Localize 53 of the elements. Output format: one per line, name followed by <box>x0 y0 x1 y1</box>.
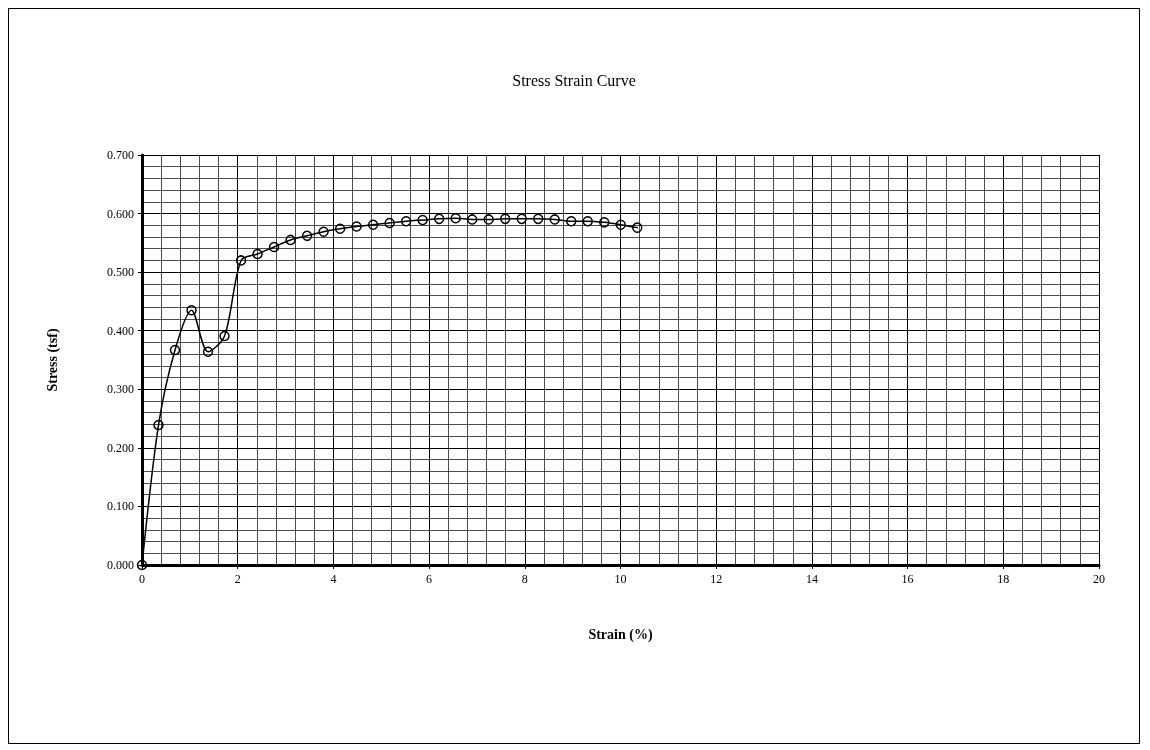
y-axis-title: Stress (tsf) <box>44 328 61 392</box>
x-tick-label: 10 <box>614 572 627 586</box>
y-tick-label: 0.600 <box>107 206 134 221</box>
point <box>582 215 593 227</box>
point <box>186 304 197 316</box>
point <box>153 419 164 431</box>
point <box>499 213 511 225</box>
x-tick-label: 18 <box>997 572 1010 586</box>
point <box>169 344 181 356</box>
point <box>219 330 230 342</box>
point <box>565 215 577 227</box>
point <box>549 214 560 225</box>
y-tick-label: 0.300 <box>107 382 134 397</box>
y-tick-label: 0.500 <box>107 265 134 280</box>
x-axis-title: Strain (%) <box>588 626 653 643</box>
y-tick-label: 0.000 <box>107 558 134 572</box>
x-tick-label: 6 <box>426 572 433 586</box>
x-tick-label: 20 <box>1093 572 1105 586</box>
point <box>334 223 346 235</box>
point <box>532 213 544 225</box>
point <box>598 217 610 228</box>
point <box>202 346 214 358</box>
point <box>417 214 428 226</box>
point <box>367 219 379 230</box>
y-tick-label: 0.400 <box>107 323 134 338</box>
x-tick-label: 16 <box>901 572 914 586</box>
x-tick-label: 12 <box>710 572 723 586</box>
x-tick-label: 4 <box>330 572 337 586</box>
chart-title: Stress Strain Curve <box>512 71 636 89</box>
x-tick-label: 0 <box>139 572 145 586</box>
point <box>252 248 263 260</box>
point <box>318 226 329 237</box>
x-tick-label: 14 <box>805 572 818 586</box>
x-tick-label: 8 <box>521 572 528 586</box>
y-tick-label: 0.100 <box>107 499 134 514</box>
x-tick-label: 2 <box>234 572 241 586</box>
point <box>615 219 626 230</box>
point <box>136 559 148 571</box>
point <box>351 221 362 232</box>
point <box>384 217 395 229</box>
y-tick-label: 0.700 <box>107 148 134 162</box>
point <box>433 213 445 225</box>
point <box>301 230 313 242</box>
point <box>400 215 412 227</box>
point <box>268 241 280 253</box>
point <box>450 213 461 224</box>
point <box>466 214 478 225</box>
point <box>632 222 643 233</box>
y-tick-label: 0.200 <box>107 440 134 455</box>
point <box>516 213 527 225</box>
point <box>235 255 247 266</box>
point <box>285 234 296 246</box>
point <box>483 214 494 225</box>
